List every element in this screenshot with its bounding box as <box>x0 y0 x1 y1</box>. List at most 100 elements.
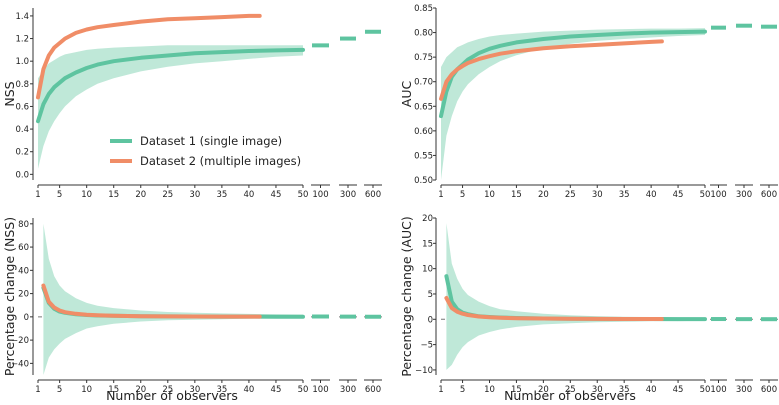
auc-ytick-label: 0.70 <box>414 78 433 88</box>
auc-ytick-label: 0.65 <box>414 102 433 112</box>
legend-swatch-dataset2 <box>110 159 132 163</box>
nss-xtick-label: 20 <box>135 190 146 200</box>
nss-ytick-label: 0.0 <box>15 170 29 180</box>
auc-xtick-label: 5 <box>460 190 465 200</box>
nss-xtick-label: 45 <box>271 190 282 200</box>
xlabel-left: Number of observers <box>106 388 238 403</box>
auc-ytick-label: 0.80 <box>414 29 433 39</box>
legend: Dataset 1 (single image) Dataset 2 (mult… <box>110 134 301 168</box>
auc_change-xtick-label: 50 <box>700 385 711 395</box>
nss-xtick-label: 40 <box>244 190 255 200</box>
nss-ytick-label: 1.0 <box>15 57 29 67</box>
nss_change-xtick-label: 40 <box>244 385 255 395</box>
auc_change-ytick-label: 0 <box>428 315 433 325</box>
nss-ytick-label: 0.8 <box>15 80 29 90</box>
auc_change-ytick-label: −5 <box>420 341 433 351</box>
auc_change-dataset2-line <box>444 296 664 321</box>
nss_change-xtick-label: 30 <box>189 385 200 395</box>
nss_change-xtick-label: 50 <box>298 385 309 395</box>
auc-xtick-label: 20 <box>538 190 549 200</box>
nss-xtick-label: 100 <box>312 190 328 200</box>
auc_change-xtick-label: 45 <box>673 385 684 395</box>
auc-ytick-label: 0.85 <box>414 4 433 14</box>
auc_change-xtick-label: 40 <box>646 385 657 395</box>
nss_change-dataset2-line <box>41 283 262 319</box>
nss_change-ytick-label: 40 <box>18 266 29 276</box>
auc-xtick-label: 35 <box>619 190 630 200</box>
legend-swatch-dataset1 <box>110 139 132 143</box>
nss_change-xtick-label: 10 <box>81 385 92 395</box>
auc_change-dataset1-band <box>446 223 705 370</box>
auc_change-ytick-label: −10 <box>415 366 433 376</box>
auc-xtick-label: 40 <box>646 190 657 200</box>
nss_change-xtick-label: 45 <box>271 385 282 395</box>
nss_change-ytick-label: 0 <box>24 313 29 323</box>
nss-dataset1-line <box>36 47 305 124</box>
nss-dataset2-line <box>36 13 262 100</box>
auc-dataset2-line <box>439 39 664 101</box>
auc-ytick-label: 0.55 <box>414 151 433 161</box>
auc-xtick-label: 15 <box>511 190 522 200</box>
nss_change-xtick-label: 15 <box>108 385 119 395</box>
nss_change-ytick-label: 20 <box>18 290 29 300</box>
nss-ytick-label: 1.2 <box>15 35 29 45</box>
auc_change-ytick-label: 15 <box>422 239 433 249</box>
nss-ytick-label: 0.6 <box>15 102 29 112</box>
auc-ylabel: AUC <box>399 81 414 108</box>
nss-ytick-label: 0.4 <box>15 125 29 135</box>
auc_change-xtick-label: 100 <box>710 385 726 395</box>
auc_change-xtick-label: 20 <box>538 385 549 395</box>
auc_change-xtick-label: 5 <box>460 385 465 395</box>
nss_change-xtick-label: 600 <box>365 385 381 395</box>
legend-label-dataset2: Dataset 2 (multiple images) <box>140 154 301 168</box>
nss_change-xtick-label: 1 <box>35 385 40 395</box>
auc-dataset1-band <box>441 28 705 180</box>
nss_change-xtick-label: 300 <box>340 385 356 395</box>
auc_change-xtick-label: 10 <box>484 385 495 395</box>
auc_change-ytick-label: 10 <box>422 265 433 275</box>
nss-xtick-label: 25 <box>162 190 173 200</box>
auc_change-xtick-label: 30 <box>592 385 603 395</box>
nss-xtick-label: 30 <box>189 190 200 200</box>
nss-xtick-label: 300 <box>340 190 356 200</box>
nss_change-xtick-label: 5 <box>57 385 62 395</box>
nss-xtick-label: 35 <box>216 190 227 200</box>
auc-ytick-label: 0.60 <box>414 127 433 137</box>
auc-xtick-label: 1 <box>438 190 443 200</box>
auc-xtick-label: 300 <box>736 190 752 200</box>
auc-ytick-label: 0.50 <box>414 176 433 186</box>
auc_change-xtick-label: 300 <box>736 385 752 395</box>
nss-xtick-label: 50 <box>298 190 309 200</box>
nss-ytick-label: 1.4 <box>15 12 29 22</box>
nss_change-xtick-label: 35 <box>216 385 227 395</box>
nss_change-xtick-label: 25 <box>162 385 173 395</box>
auc-xtick-label: 45 <box>673 190 684 200</box>
nss-ytick-label: 0.2 <box>15 148 29 158</box>
auc_change-ytick-label: 5 <box>428 290 433 300</box>
nss-xtick-label: 600 <box>365 190 381 200</box>
auc-xtick-label: 50 <box>700 190 711 200</box>
auc_change-ytick-label: 20 <box>422 214 433 224</box>
nss-xtick-label: 5 <box>57 190 62 200</box>
nss_change-ytick-label: 80 <box>18 220 29 230</box>
nss_change-xtick-label: 100 <box>312 385 328 395</box>
nss_change-dataset1-band <box>43 223 304 375</box>
auc-xtick-label: 600 <box>761 190 777 200</box>
auc-xtick-label: 100 <box>710 190 726 200</box>
nss_change-ytick-label: 60 <box>18 243 29 253</box>
auc_change-xtick-label: 1 <box>438 385 443 395</box>
xlabel-right: Number of observers <box>504 388 636 403</box>
legend-label-dataset1: Dataset 1 (single image) <box>140 134 282 148</box>
nss-xtick-label: 15 <box>108 190 119 200</box>
nss-xtick-label: 1 <box>35 190 40 200</box>
nss-ylabel: NSS <box>2 81 17 106</box>
auc_change-xtick-label: 15 <box>511 385 522 395</box>
nss_change-xtick-label: 20 <box>135 385 146 395</box>
nss-xtick-label: 10 <box>81 190 92 200</box>
auc_change-ylabel: Percentage change (AUC) <box>399 216 414 376</box>
nss_change-ytick-label: −20 <box>11 336 29 346</box>
